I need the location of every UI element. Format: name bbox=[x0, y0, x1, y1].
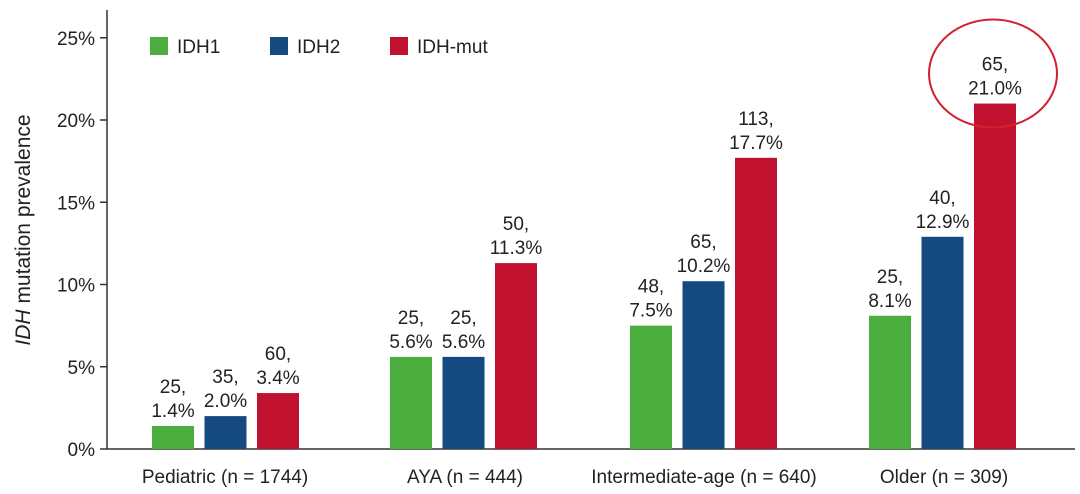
data-label-percent: 11.3% bbox=[490, 238, 543, 259]
data-label-percent: 3.4% bbox=[256, 368, 299, 389]
bar-idh2 bbox=[442, 356, 485, 449]
data-label-count: 35, bbox=[212, 367, 238, 388]
data-label-percent: 1.4% bbox=[151, 401, 194, 422]
category-label: AYA (n = 444) bbox=[407, 467, 523, 488]
category-label: Intermediate-age (n = 640) bbox=[591, 467, 817, 488]
data-label-count: 48, bbox=[638, 277, 664, 298]
data-label-percent: 10.2% bbox=[677, 256, 731, 277]
bar-idh-mut bbox=[974, 103, 1016, 450]
data-labels: 25, 1.4% 35, 2.0% 60, 3.4% 25, 5.6% 25, 5.6% 50, 11… bbox=[151, 55, 1022, 422]
data-label-count: 50, bbox=[503, 214, 529, 235]
bars bbox=[152, 103, 1016, 450]
bar-idh-mut bbox=[257, 393, 299, 449]
data-label-percent: 12.9% bbox=[916, 212, 970, 233]
data-label-count: 25, bbox=[398, 308, 424, 329]
y-tick-label: 0% bbox=[68, 440, 96, 461]
data-label-count: 25, bbox=[450, 308, 476, 329]
data-label-count: 25, bbox=[160, 377, 186, 398]
bar-idh1 bbox=[152, 425, 194, 449]
data-label-count: 25, bbox=[877, 267, 903, 288]
legend-label: IDH-mut bbox=[417, 37, 488, 58]
data-label-percent: 8.1% bbox=[868, 291, 911, 312]
data-label-count: 60, bbox=[265, 344, 291, 365]
data-label-percent: 7.5% bbox=[629, 301, 672, 322]
y-tick-label: 25% bbox=[57, 29, 95, 50]
data-label-percent: 2.0% bbox=[204, 391, 247, 412]
y-tick-label: 10% bbox=[57, 276, 95, 297]
category-label: Older (n = 309) bbox=[880, 467, 1008, 488]
y-axis-label: IDH mutation prevalence bbox=[12, 114, 35, 345]
y-tick-label: 20% bbox=[57, 111, 95, 132]
data-label-percent: 5.6% bbox=[389, 332, 432, 353]
y-tick-label: 5% bbox=[68, 358, 96, 379]
bar-idh1 bbox=[390, 356, 432, 449]
legend-swatch-idh1 bbox=[150, 37, 168, 55]
legend-swatch-idh-mut bbox=[390, 37, 408, 55]
data-label-count: 65, bbox=[690, 232, 716, 253]
y-tick-label: 15% bbox=[57, 193, 95, 214]
data-label-percent: 17.7% bbox=[729, 133, 783, 154]
bar-idh1 bbox=[869, 315, 911, 449]
bar-idh-mut bbox=[495, 263, 537, 449]
legend-swatch-idh2 bbox=[270, 37, 288, 55]
bar-idh-mut bbox=[735, 157, 777, 449]
legend: IDH1 IDH2 IDH-mut bbox=[150, 37, 488, 58]
data-label-percent: 21.0% bbox=[968, 79, 1022, 100]
bar-idh2 bbox=[682, 281, 725, 449]
legend-label: IDH1 bbox=[177, 37, 220, 58]
bar-idh2 bbox=[204, 416, 247, 449]
legend-label: IDH2 bbox=[297, 37, 340, 58]
data-label-count: 40, bbox=[929, 188, 955, 209]
category-labels: Pediatric (n = 1744) AYA (n = 444) Interme… bbox=[142, 467, 1008, 488]
y-ticks: 0% 5% 10% 15% 20% 25% bbox=[57, 29, 107, 461]
data-label-count: 113, bbox=[738, 109, 774, 130]
bar-idh1 bbox=[630, 325, 672, 449]
y-axis-label-rest: mutation prevalence bbox=[12, 114, 35, 309]
highlight-circle bbox=[928, 18, 1058, 129]
data-label-percent: 5.6% bbox=[442, 332, 485, 353]
y-axis-label-italic: IDH bbox=[12, 309, 35, 346]
category-label: Pediatric (n = 1744) bbox=[142, 467, 308, 488]
bar-idh2 bbox=[921, 236, 964, 449]
data-label-count: 65, bbox=[982, 55, 1008, 76]
